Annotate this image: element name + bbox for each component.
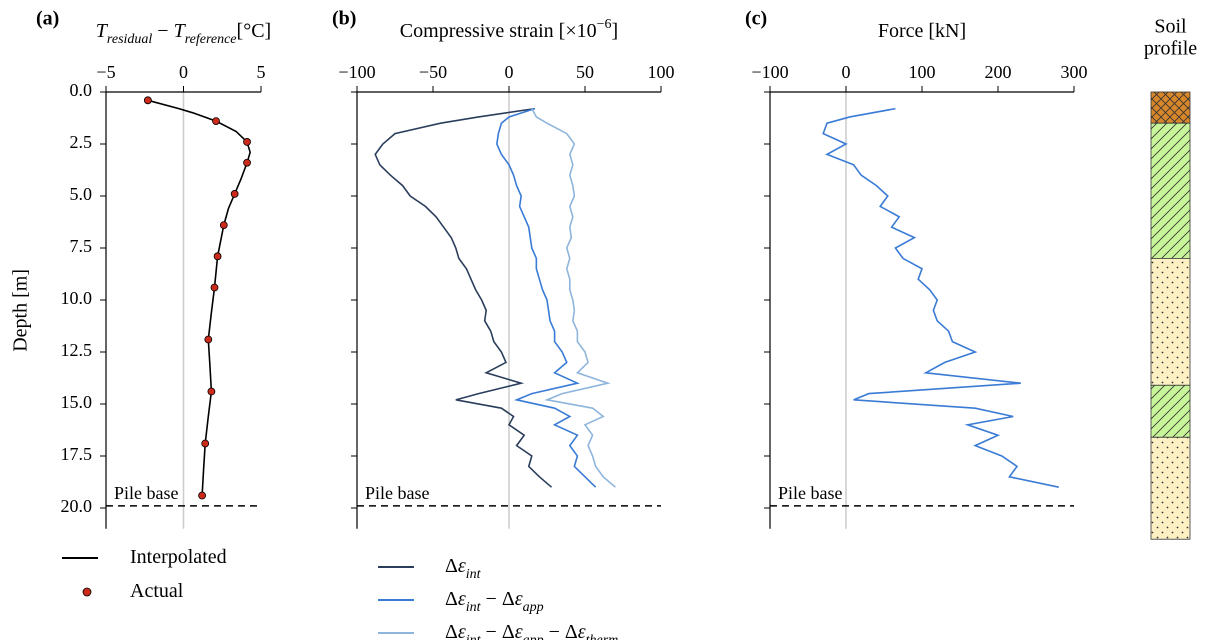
y-tick-label: 0.0 — [70, 80, 93, 100]
text-part: Compressive strain [×10 — [400, 20, 597, 42]
data-point — [143, 96, 152, 105]
data-point — [212, 117, 220, 126]
panel-label: (a) — [36, 8, 59, 30]
soil-hatch — [1151, 385, 1190, 438]
x-tick-label: 300 — [1061, 62, 1088, 82]
text-part: T — [96, 20, 109, 42]
x-axis-label: Force [kN] — [878, 20, 966, 42]
y-tick-label: 10.0 — [61, 288, 93, 308]
text-part: app — [523, 600, 544, 615]
y-tick-label: 17.5 — [61, 444, 93, 464]
soil-hatch — [1151, 123, 1190, 259]
data-point — [213, 252, 222, 261]
series-line — [374, 107, 553, 488]
y-tick-label: 5.0 — [70, 184, 93, 204]
text-part: − Δ — [544, 621, 578, 640]
soil-title: profile — [1144, 38, 1197, 60]
data-point — [243, 158, 251, 167]
x-tick-label: 0 — [505, 62, 514, 82]
data-point — [201, 439, 210, 448]
x-tick-label: 50 — [576, 62, 594, 82]
y-tick-label: 12.5 — [61, 340, 93, 360]
text-part: app — [523, 633, 544, 640]
text-part: int — [466, 633, 482, 640]
y-axis-label: Depth [m] — [10, 269, 32, 352]
series-line — [147, 99, 251, 496]
pile-base-label: Pile base — [114, 483, 179, 503]
x-tick-label: 0 — [179, 62, 188, 82]
text-part: − Δ — [481, 621, 515, 640]
x-tick-label: −100 — [751, 62, 788, 82]
legend-label: Δεint − Δεapp − Δεtherm — [445, 621, 618, 640]
x-axis-label: Compressive strain [×10−6] — [400, 17, 618, 42]
text-part: Actual — [130, 580, 184, 602]
y-tick-label: 15.0 — [61, 392, 93, 412]
data-point — [204, 335, 213, 344]
pile-base-label: Pile base — [778, 483, 843, 503]
legend-label: Actual — [130, 580, 184, 602]
data-point — [243, 138, 251, 146]
text-part: Δ — [445, 621, 458, 640]
text-part: T — [174, 20, 187, 42]
panel-label: (b) — [332, 8, 356, 30]
text-part: Force [kN] — [878, 20, 966, 42]
text-part: ] — [612, 20, 619, 42]
legend-label: Δεint — [445, 555, 482, 582]
soil-title: Soil — [1154, 16, 1187, 38]
x-axis-label: Tresidual − Treference[°C] — [96, 20, 271, 47]
text-part: reference — [185, 32, 237, 47]
y-tick-label: 20.0 — [61, 496, 93, 516]
x-tick-label: 100 — [909, 62, 936, 82]
text-part: ε — [578, 621, 586, 640]
legend-label: Δεint − Δεapp — [445, 588, 544, 615]
text-part: residual — [107, 32, 152, 47]
text-part: Interpolated — [130, 546, 227, 568]
legend-label: Interpolated — [130, 546, 227, 568]
text-part: int — [466, 567, 482, 582]
x-tick-label: 5 — [257, 62, 266, 82]
text-part: [°C] — [237, 20, 272, 42]
soil-hatch — [1151, 92, 1190, 124]
text-part: therm — [586, 633, 619, 640]
x-tick-label: −50 — [419, 62, 447, 82]
text-part: Δ — [445, 555, 458, 577]
x-tick-label: 0 — [842, 62, 851, 82]
soil-hatch — [1151, 437, 1190, 540]
y-tick-label: 7.5 — [70, 236, 93, 256]
data-point — [198, 491, 207, 500]
y-tick-label: 2.5 — [70, 132, 93, 152]
text-part: − — [152, 20, 173, 42]
panel-label: (c) — [745, 8, 767, 30]
legend-swatch — [82, 587, 92, 597]
x-tick-label: 200 — [985, 62, 1012, 82]
data-point — [207, 387, 216, 396]
text-part: − Δ — [481, 588, 515, 610]
text-part: ε — [458, 621, 466, 640]
text-part: ε — [515, 588, 523, 610]
x-tick-label: 100 — [648, 62, 675, 82]
series-line — [496, 107, 597, 488]
soil-hatch — [1151, 258, 1190, 386]
text-part: int — [466, 600, 482, 615]
x-tick-label: −5 — [96, 62, 115, 82]
text-part: ε — [515, 621, 523, 640]
data-point — [230, 190, 239, 198]
text-part: ε — [458, 588, 466, 610]
x-tick-label: −100 — [338, 62, 375, 82]
text-part: ε — [458, 555, 466, 577]
data-point — [210, 283, 219, 292]
pile-base-label: Pile base — [365, 483, 430, 503]
series-line — [822, 107, 1059, 488]
text-part: −6 — [597, 17, 612, 32]
series-line — [531, 108, 616, 488]
data-point — [219, 221, 228, 230]
text-part: Δ — [445, 588, 458, 610]
